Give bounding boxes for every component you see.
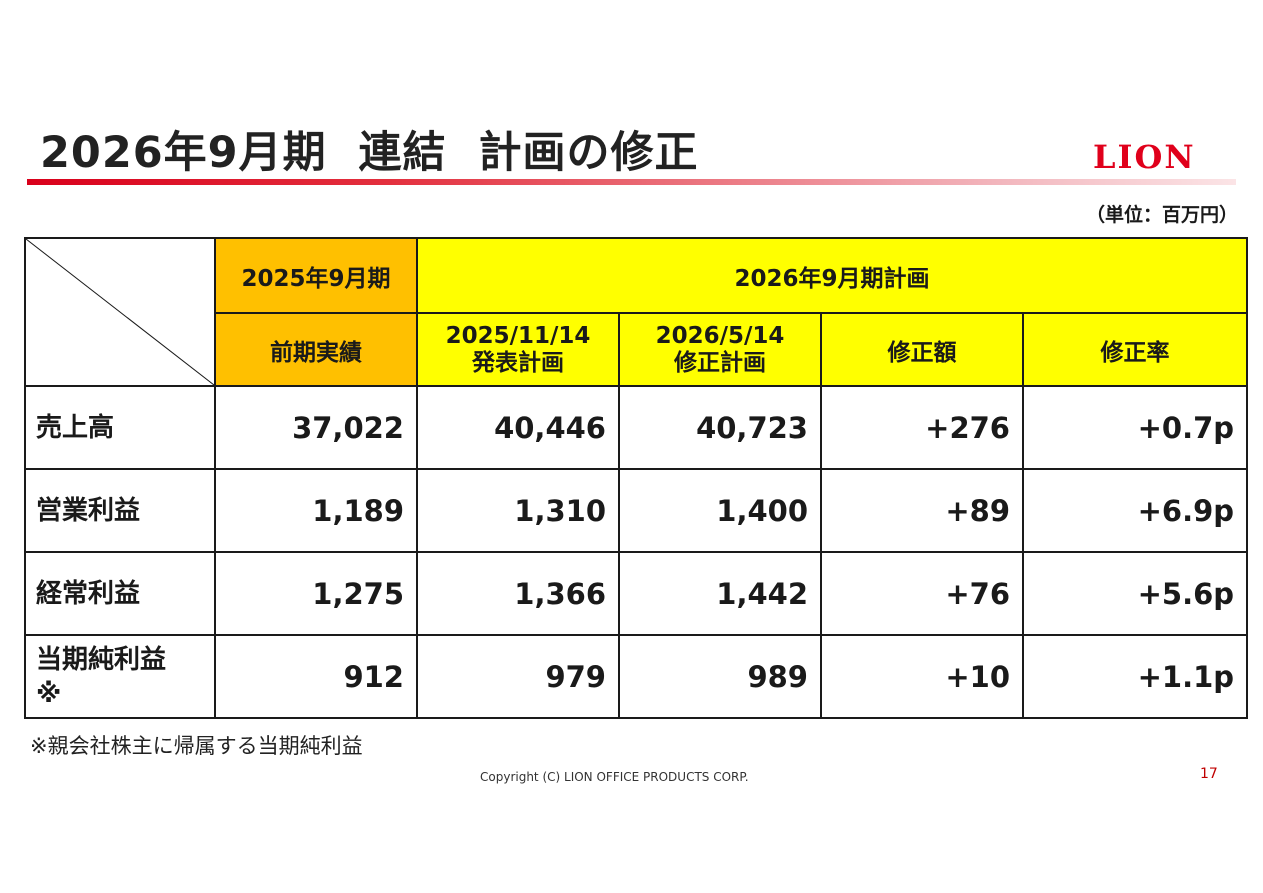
revised-plan-label: 修正計画 (674, 349, 766, 376)
original-plan-value: 979 (416, 634, 620, 719)
original-plan-value: 40,446 (416, 385, 620, 470)
original-plan-label: 発表計画 (472, 349, 564, 376)
table-row: 営業利益 1,189 1,310 1,400 +89 +6.9p (24, 468, 1249, 553)
actual-value: 1,189 (214, 468, 418, 553)
header-revised-plan: 2026/5/14 修正計画 (618, 312, 822, 387)
unit-label: （単位：百万円） (1085, 204, 1238, 226)
header-plan-period: 2026年9月期計画 (415, 237, 1249, 314)
revision-amount-value: +10 (820, 634, 1024, 719)
original-plan-value: 1,310 (416, 468, 620, 553)
row-label: 当期純利益 ※ (24, 634, 216, 719)
footnote: ※親会社株主に帰属する当期純利益 (30, 734, 363, 758)
revised-plan-value: 989 (618, 634, 822, 719)
revised-plan-value: 1,442 (618, 551, 822, 636)
forecast-table: 2025年9月期 2026年9月期計画 前期実績 2025/11/14 発表計画… (24, 237, 1249, 719)
header-prev-actual: 前期実績 (214, 312, 418, 387)
actual-value: 1,275 (214, 551, 418, 636)
row-label: 売上高 (24, 385, 216, 470)
row-label: 営業利益 (24, 468, 216, 553)
revision-rate-value: +1.1p (1021, 634, 1249, 719)
lion-logo: LION (1093, 138, 1196, 176)
revision-rate-value: +0.7p (1021, 385, 1249, 470)
actual-value: 37,022 (214, 385, 418, 470)
revised-plan-value: 1,400 (618, 468, 822, 553)
revision-rate-value: +6.9p (1021, 468, 1249, 553)
diagonal-line (26, 239, 214, 385)
header-row-2: 前期実績 2025/11/14 発表計画 2026/5/14 修正計画 修正額 … (25, 312, 1249, 387)
page-title: 2026年9月期 連結 計画の修正 (40, 128, 699, 178)
original-plan-date: 2025/11/14 (445, 322, 591, 349)
table-row: 売上高 37,022 40,446 40,723 +276 +0.7p (24, 385, 1249, 470)
revision-rate-value: +5.6p (1021, 551, 1249, 636)
title-underline (27, 179, 1236, 185)
header-row-1: 2025年9月期 2026年9月期計画 (24, 237, 1249, 387)
table-row: 当期純利益 ※ 912 979 989 +10 +1.1p (24, 634, 1249, 719)
revision-amount-value: +76 (820, 551, 1024, 636)
revised-plan-value: 40,723 (618, 385, 822, 470)
table-row: 経常利益 1,275 1,366 1,442 +76 +5.6p (24, 551, 1249, 636)
header-prev-period: 2025年9月期 (214, 237, 418, 314)
corner-cell (24, 237, 216, 387)
header-revision-amount: 修正額 (820, 312, 1024, 387)
copyright: Copyright (C) LION OFFICE PRODUCTS CORP. (480, 770, 749, 784)
row-label: 経常利益 (24, 551, 216, 636)
page-number: 17 (1200, 766, 1218, 782)
revision-amount-value: +276 (820, 385, 1024, 470)
revision-amount-value: +89 (820, 468, 1024, 553)
header-revision-rate: 修正率 (1021, 312, 1249, 387)
revised-plan-date: 2026/5/14 (655, 322, 785, 349)
original-plan-value: 1,366 (416, 551, 620, 636)
actual-value: 912 (214, 634, 418, 719)
header-original-plan: 2025/11/14 発表計画 (416, 312, 620, 387)
